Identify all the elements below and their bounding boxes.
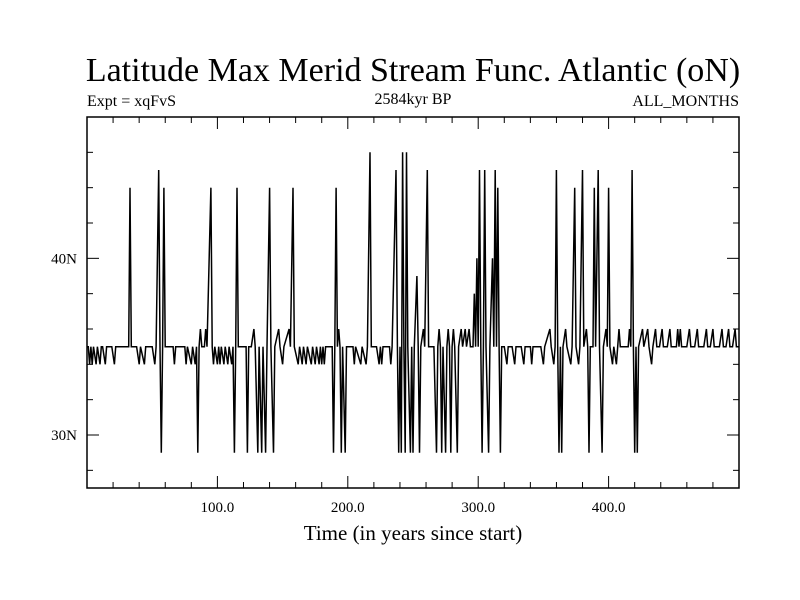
y-tick-label: 40N: [51, 251, 77, 267]
axis-ticks: [87, 117, 739, 488]
y-tick-label: 30N: [51, 428, 77, 444]
months-label: ALL_MONTHS: [632, 93, 739, 110]
x-tick-label: 100.0: [201, 500, 235, 516]
period-label: 2584kyr BP: [375, 91, 452, 108]
x-tick-label: 300.0: [461, 500, 495, 516]
series-line-latitude: [87, 152, 739, 453]
plot-frame: [86, 116, 740, 489]
x-tick-label: 400.0: [592, 500, 626, 516]
experiment-label: Expt = xqFvS: [87, 93, 176, 110]
x-tick-label: 200.0: [331, 500, 365, 516]
x-axis-label: Time (in years since start): [304, 521, 523, 545]
axis-tick-labels: 100.0 200.0 300.0 400.0 30N 40N: [51, 251, 625, 516]
chart-title: Latitude Max Merid Stream Func. Atlantic…: [86, 52, 740, 89]
